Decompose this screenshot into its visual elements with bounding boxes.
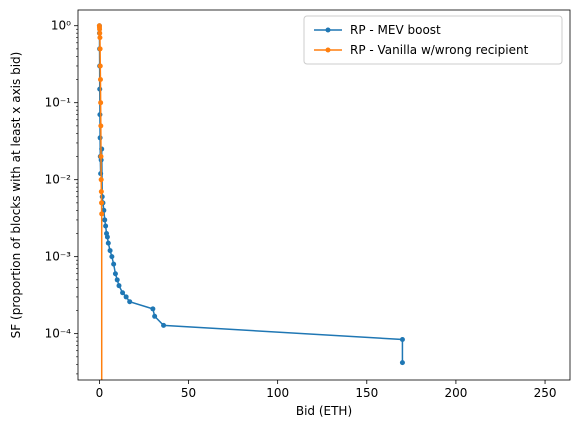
series-0-point	[109, 254, 115, 260]
legend: RP - MEV boost RP - Vanilla w/wrong recip…	[303, 15, 563, 65]
series-0-point	[99, 194, 105, 200]
legend-label: RP - MEV boost	[350, 23, 441, 37]
x-tick-label: 100	[266, 386, 289, 400]
series-0-point	[120, 290, 126, 296]
series-1-point	[97, 30, 103, 36]
series-1-point	[99, 211, 105, 217]
series-1-point	[98, 189, 104, 195]
series-1-point	[97, 46, 103, 52]
series-1-point	[98, 177, 104, 183]
series-1-point	[97, 35, 103, 41]
series-0-point	[399, 336, 405, 342]
series-0-point	[103, 223, 109, 229]
y-tick-label: 10⁻¹	[45, 96, 72, 110]
series-0-point	[111, 261, 117, 267]
x-tick-label: 150	[355, 386, 378, 400]
series-0-point	[161, 322, 167, 328]
legend-swatch-marker	[325, 47, 331, 53]
y-tick-label: 10⁻²	[45, 173, 72, 187]
series-0-point	[97, 135, 103, 141]
series-0-point	[97, 86, 103, 92]
x-axis-label: Bid (ETH)	[296, 404, 352, 418]
series-1-point	[99, 200, 105, 206]
y-tick-label: 10⁻³	[45, 250, 72, 264]
plot-frame	[77, 9, 571, 381]
y-tick-label: 10⁻⁴	[45, 327, 72, 341]
series-0-point	[112, 271, 118, 277]
series-0-point	[102, 217, 108, 223]
axes: 0 50 100 150 200 250 10⁰ 10⁻¹ 10⁻² 10⁻³ 10⁻⁴ Bid (E…	[9, 9, 571, 418]
series-1-point	[97, 63, 103, 69]
series-1-point	[97, 26, 103, 32]
legend-label: RP - Vanilla w/wrong recipient	[350, 43, 529, 57]
x-tick-label: 200	[444, 386, 467, 400]
series-0-point	[116, 283, 122, 289]
x-tick-label: 250	[534, 386, 557, 400]
x-tick-label: 50	[181, 386, 196, 400]
legend-box	[303, 15, 563, 65]
series-0-point	[107, 248, 113, 254]
plot-area	[96, 23, 405, 380]
legend-swatch-marker	[325, 27, 331, 33]
x-tick-label: 0	[96, 386, 104, 400]
series-0-point	[152, 313, 158, 319]
series-0-point	[114, 277, 120, 283]
series-0-point	[150, 306, 156, 312]
series-1-point	[98, 123, 104, 129]
series-1-point	[97, 77, 103, 83]
series-0-point	[127, 299, 133, 305]
y-axis-label: SF (proportion of blocks with at least x…	[9, 52, 23, 339]
series-0-point	[105, 240, 111, 246]
series-line-0	[98, 25, 404, 363]
series-1-point	[98, 100, 104, 106]
y-tick-label: 10⁰	[51, 19, 71, 33]
series-0-point	[104, 234, 110, 240]
series-0-point	[123, 294, 129, 300]
series-1-point	[98, 154, 104, 160]
series-0-point	[97, 112, 103, 118]
series-0-point	[399, 360, 405, 366]
